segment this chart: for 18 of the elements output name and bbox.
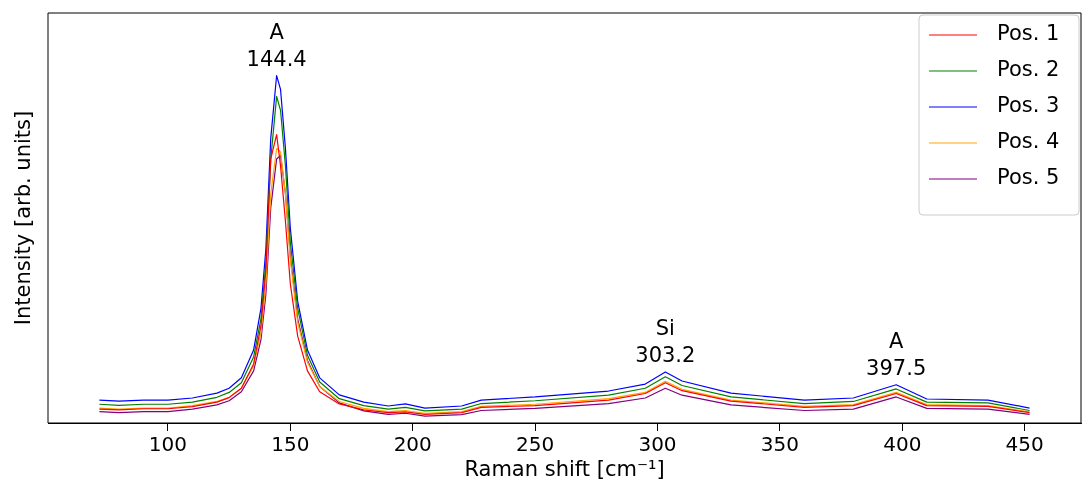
x-tick-label: 400 (883, 432, 922, 457)
x-tick-label: 300 (638, 432, 677, 457)
x-axis-title: Raman shift [cm⁻¹] (464, 457, 665, 481)
annotation: Si 303.2 (635, 315, 696, 367)
annotation: A 397.5 (866, 328, 927, 380)
legend-label: Pos. 1 (997, 21, 1060, 46)
x-tick-label: 250 (516, 432, 555, 457)
y-axis-title: Intensity [arb. units] (11, 110, 35, 326)
x-tick-label: 450 (1005, 432, 1044, 457)
legend-label: Pos. 5 (997, 165, 1060, 190)
annotation: A 144.4 (246, 19, 307, 71)
x-tick-label: 350 (760, 432, 800, 457)
legend-label: Pos. 4 (997, 129, 1060, 154)
legend-label: Pos. 3 (997, 93, 1060, 118)
x-tick-label: 150 (271, 432, 310, 457)
legend-label: Pos. 2 (997, 57, 1060, 82)
x-tick-label: 100 (148, 432, 188, 457)
x-tick-label: 200 (393, 432, 432, 457)
